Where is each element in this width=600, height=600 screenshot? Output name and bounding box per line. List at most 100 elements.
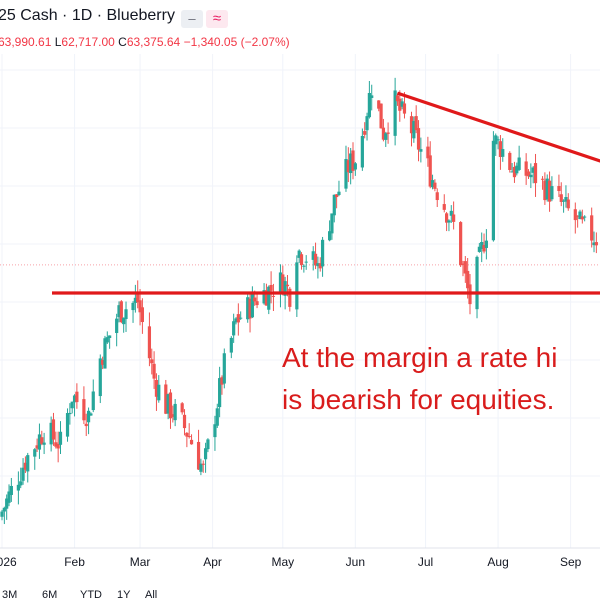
candle-body [414,116,418,131]
candle-body [590,215,594,241]
candle-body [562,200,566,202]
candle-body [269,284,273,291]
annotation-line-1: At the margin a rate hi [282,342,557,373]
candle-body [433,182,437,189]
candle-body [182,414,187,429]
timeframe-6m[interactable]: 6M [42,589,58,600]
annotation-line-2: is bearish for equities. [282,384,554,415]
candle-body [594,242,598,246]
timeframe-all[interactable]: All [145,589,158,600]
candle-body [147,326,152,359]
candle-body [101,359,105,365]
candle-body [346,160,350,173]
candle-body [412,121,416,139]
candle-body [103,338,107,369]
candle-body [136,293,140,303]
candle-body [517,157,521,170]
candle-body [545,178,549,200]
candle-body [72,395,77,403]
candle-body [353,163,357,170]
candle-body [384,133,388,140]
candle-body [529,174,533,178]
candle-body [35,445,39,449]
candle-body [381,127,386,140]
candle-body [524,161,528,176]
candle-body [283,281,287,296]
candle-body [124,309,128,320]
candle-body [199,463,203,472]
candle-body [510,171,514,173]
candle-body [515,165,519,174]
candle-body [316,263,320,267]
timeframe-1y[interactable]: 1Y [117,589,131,600]
candle-body [220,377,224,385]
candle-body [531,167,535,173]
candle-body [152,363,156,379]
candle-body [295,262,299,310]
x-tick-label: Mar [130,555,151,569]
candle-body [203,448,208,460]
candle-body [7,491,11,503]
timeframe-ytd[interactable]: YTD [80,589,102,600]
candle-body [19,481,23,486]
candle-body [578,211,582,220]
candle-body [564,197,568,202]
candle-body [222,353,226,384]
x-tick-label: Aug [487,555,508,569]
candle-body [302,265,306,267]
candle-body [477,246,481,252]
minus-icon[interactable]: – [180,10,203,28]
timeframe-3m[interactable]: 3M [2,589,18,600]
candle-body [540,178,545,180]
candle-body [157,384,161,401]
x-tick-label: Sep [560,555,582,569]
symbol-title[interactable]: 25 Cash · 1D · Blueberry – ≈ [0,7,228,28]
x-tick-label: May [271,555,294,569]
candle-body [154,379,159,397]
candle-body [550,186,554,200]
candle-body [400,101,404,107]
candle-body [281,274,285,295]
candle-body [206,439,210,450]
candle-body [262,290,266,304]
candle-body [189,439,194,445]
candle-body [484,240,488,248]
candle-body [393,90,397,136]
candle-body [21,467,25,481]
candle-body [543,180,547,201]
candle-body [349,153,353,174]
candle-body [68,412,72,415]
candle-body [180,403,184,413]
candle-body [435,192,439,201]
x-tick-label: 2026 [0,555,17,569]
candle-body [461,263,465,265]
candle-body [363,131,367,135]
candle-body [51,419,56,440]
candle-body [117,305,121,318]
candle-body [218,378,222,408]
candle-body [70,401,74,409]
candle-body [395,95,400,102]
candle-body [248,298,252,319]
candle-body [365,116,369,131]
x-tick-label: Feb [64,555,85,569]
candle-body [447,220,451,223]
candle-body [351,150,355,171]
candle-body [416,128,421,150]
candle-body [360,135,364,168]
candle-body [26,455,30,472]
candle-body [89,413,93,416]
candle-body [239,317,243,319]
candle-body [215,408,219,426]
symbol-title-text: 25 Cash · 1D · Blueberry [0,7,175,24]
candle-body [115,318,119,334]
wave-icon[interactable]: ≈ [205,10,228,28]
candle-body [498,141,503,157]
candle-body [138,300,142,313]
candle-body [445,213,449,223]
candle-body [311,251,315,260]
candle-body [580,216,584,220]
candle-body [508,152,512,170]
candle-body [526,171,531,177]
